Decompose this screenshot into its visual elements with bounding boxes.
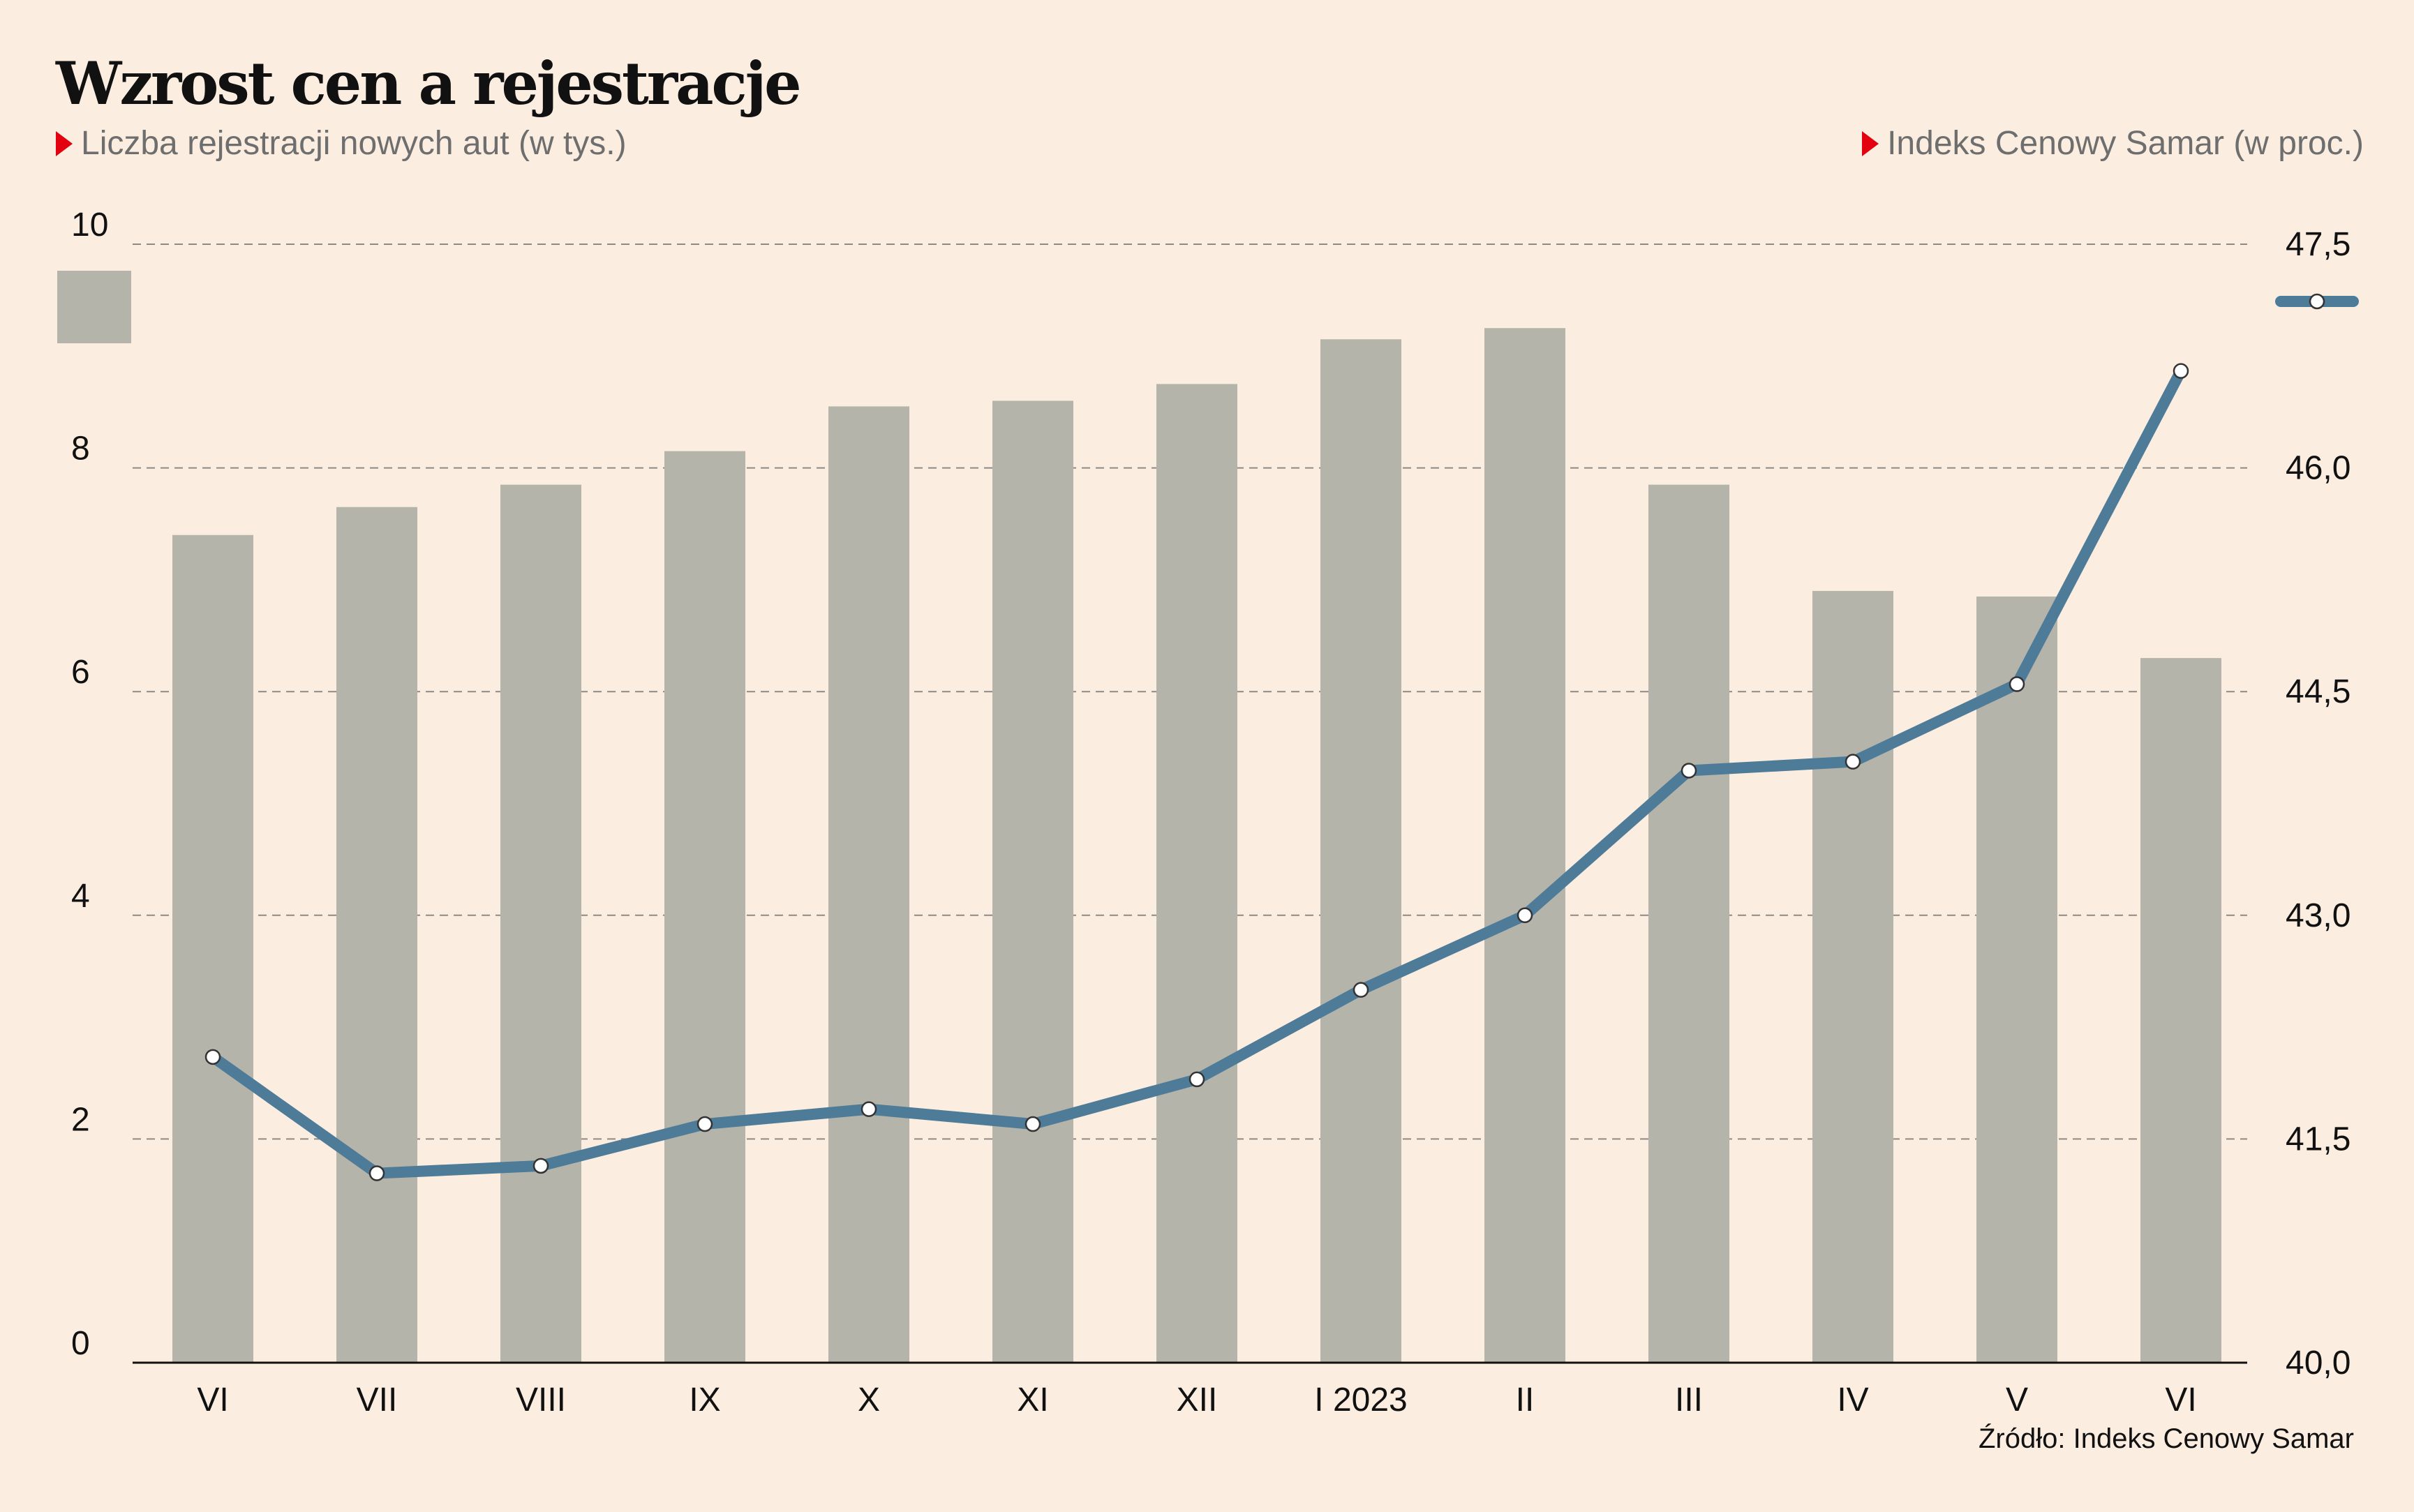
bar (1156, 384, 1237, 1363)
bar (1320, 339, 1401, 1363)
legend-bar-swatch (57, 271, 131, 343)
left-tick-label: 6 (71, 654, 90, 691)
line-point (2173, 363, 2189, 379)
x-tick-label: III (1675, 1382, 1703, 1419)
right-subtitle-text: Indeks Cenowy Samar (w proc.) (1887, 125, 2364, 162)
left-tick-label: 4 (71, 878, 90, 915)
bar (1976, 596, 2057, 1363)
bar (992, 401, 1073, 1363)
line-point (1845, 754, 1861, 770)
x-tick-label: IV (1837, 1382, 1868, 1419)
right-axis-subtitle: Indeks Cenowy Samar (w proc.) (1862, 124, 2364, 163)
bar (1484, 328, 1565, 1363)
line-point (368, 1165, 385, 1181)
bar (1812, 590, 1893, 1363)
x-tick-label: VIII (516, 1382, 566, 1419)
left-tick-label: 8 (71, 431, 90, 467)
x-axis-ticks: VI VII VIII IX X XI XII I 2023 II III IV V VI (197, 1382, 2196, 1419)
x-tick-label: VI (2165, 1382, 2196, 1419)
bar (664, 451, 745, 1363)
x-tick-label: VII (357, 1382, 398, 1419)
right-tick-label: 40,0 (2286, 1345, 2350, 1382)
line-point (2009, 676, 2025, 692)
x-tick-label: X (858, 1382, 880, 1419)
legend-line-marker (2309, 293, 2325, 310)
bar-series (172, 328, 2221, 1363)
left-tick-label: 10 (71, 207, 108, 244)
line-point (532, 1158, 549, 1174)
bar (172, 534, 253, 1363)
line-point (860, 1101, 877, 1117)
right-tick-label: 41,5 (2286, 1121, 2350, 1158)
red-triangle-icon (56, 130, 73, 156)
legend (57, 271, 2359, 343)
source-note: Źródło: Indeks Cenowy Samar (1978, 1423, 2354, 1454)
x-tick-label: IX (689, 1382, 720, 1419)
right-tick-label: 43,0 (2286, 897, 2350, 934)
bar (828, 406, 909, 1363)
x-tick-label: II (1516, 1382, 1535, 1419)
line-point (1353, 982, 1369, 998)
bar (336, 507, 417, 1363)
left-axis-ticks: 0 2 4 6 8 10 (71, 207, 108, 1362)
left-subtitle-text: Liczba rejestracji nowych aut (w tys.) (81, 125, 627, 162)
line-series (204, 363, 2189, 1181)
right-tick-label: 47,5 (2286, 226, 2350, 263)
chart-title: Wzrost cen a rejestracje (56, 49, 802, 118)
x-tick-label: VI (197, 1382, 228, 1419)
right-axis-ticks: 40,0 41,5 43,0 44,5 46,0 47,5 (2286, 226, 2350, 1382)
gridlines (133, 244, 2247, 1140)
line-point (1025, 1116, 1041, 1132)
red-triangle-icon (1862, 130, 1879, 156)
right-tick-label: 44,5 (2286, 673, 2350, 710)
line-point (1681, 763, 1697, 779)
bar (500, 484, 581, 1363)
x-tick-label: V (2006, 1382, 2028, 1419)
x-tick-label: XI (1017, 1382, 1048, 1419)
left-tick-label: 0 (71, 1325, 90, 1362)
right-tick-label: 46,0 (2286, 450, 2350, 487)
left-axis-subtitle: Liczba rejestracji nowych aut (w tys.) (56, 124, 627, 163)
line-point (204, 1049, 221, 1065)
x-tick-label: I 2023 (1314, 1382, 1407, 1419)
bar (2140, 658, 2221, 1363)
line-point (1189, 1071, 1205, 1088)
left-tick-label: 2 (71, 1101, 90, 1138)
line-point (1517, 907, 1533, 924)
bar (1648, 484, 1729, 1363)
x-tick-label: XII (1177, 1382, 1218, 1419)
line-point (696, 1116, 713, 1132)
